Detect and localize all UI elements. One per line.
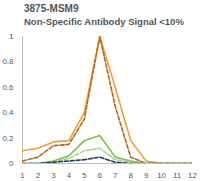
svg-text:12: 12 [188, 171, 197, 180]
svg-text:9: 9 [144, 171, 149, 180]
html-text:3875-MSM9: 3875-MSM9 [24, 3, 79, 14]
svg-text:11: 11 [173, 171, 182, 180]
svg-text:4: 4 [67, 171, 72, 180]
svg-text:2: 2 [36, 171, 41, 180]
svg-text:0.6: 0.6 [2, 83, 14, 92]
svg-text:0.8: 0.8 [2, 57, 14, 66]
svg-text:0: 0 [9, 159, 14, 168]
svg-text:8: 8 [128, 171, 133, 180]
html-text:Non-Specific Antibody Signal <: Non-Specific Antibody Signal <10% [24, 16, 184, 27]
svg-text:6: 6 [98, 171, 103, 180]
svg-text:1: 1 [20, 171, 25, 180]
svg-text:3: 3 [51, 171, 56, 180]
svg-text:1: 1 [9, 32, 14, 41]
svg-text:7: 7 [113, 171, 118, 180]
svg-text:0.2: 0.2 [2, 134, 14, 143]
svg-text:0.4: 0.4 [2, 108, 14, 117]
svg-text:10: 10 [157, 171, 166, 180]
svg-text:5: 5 [82, 171, 87, 180]
